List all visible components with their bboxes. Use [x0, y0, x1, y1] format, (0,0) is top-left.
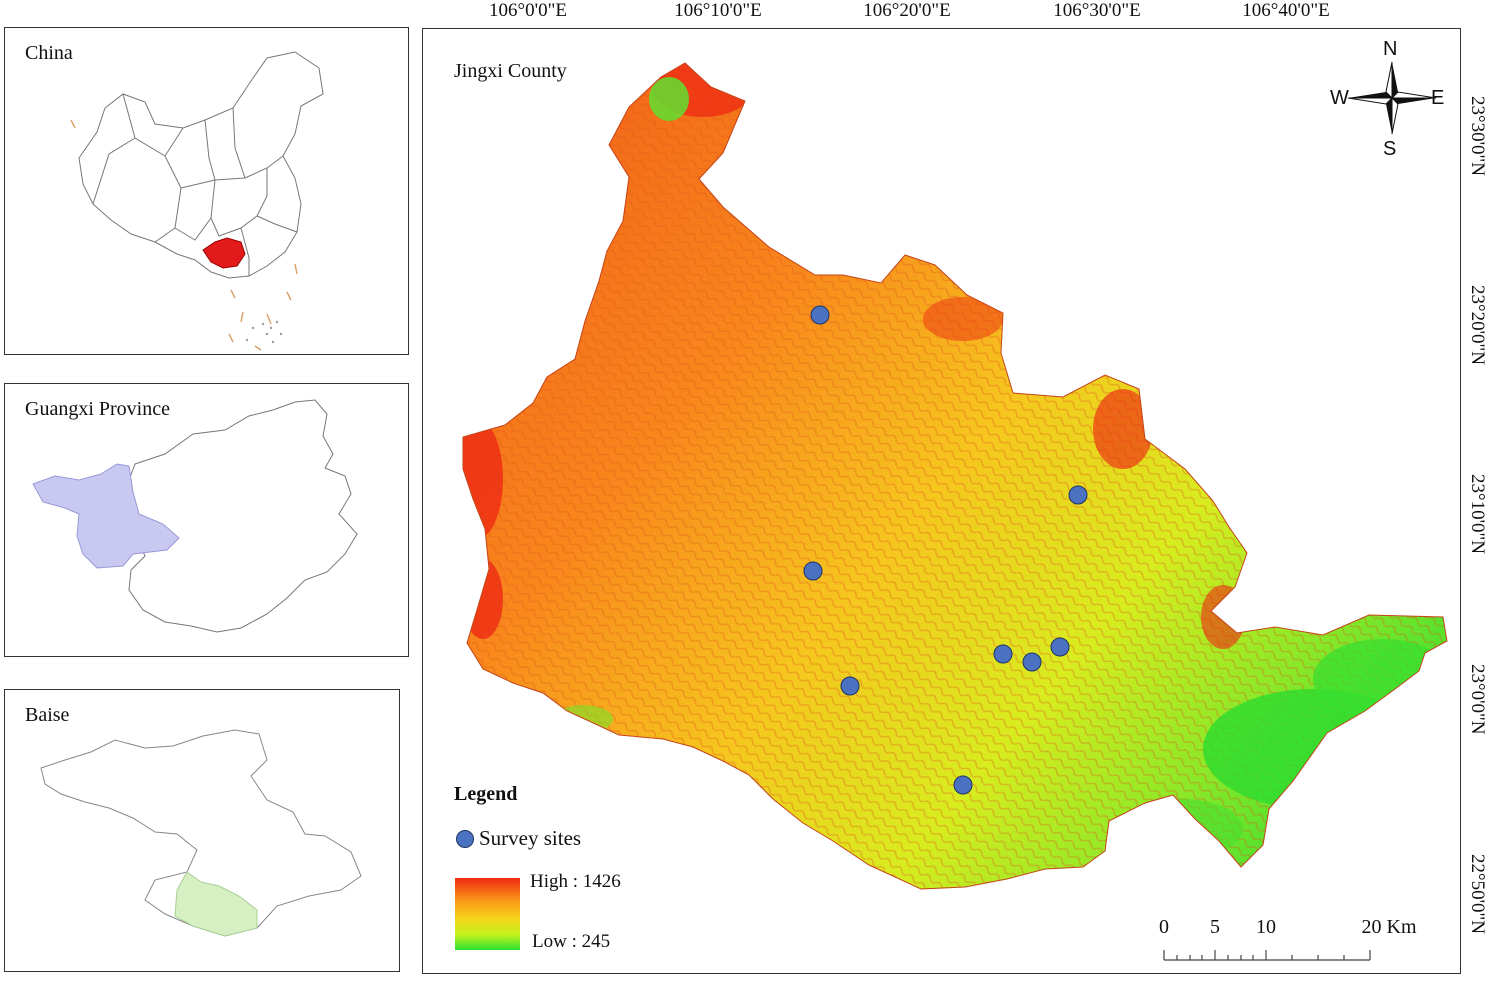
legend-survey-sites: Survey sites — [456, 826, 581, 851]
guangxi-outline-map — [32, 399, 358, 633]
elevation-map — [462, 62, 1448, 890]
compass-s-label: S — [1383, 138, 1397, 160]
survey-site-marker — [1050, 637, 1070, 657]
survey-site-marker — [953, 775, 973, 795]
inset-guangxi-label: Guangxi Province — [25, 398, 170, 420]
inset-baise-label: Baise — [25, 704, 70, 726]
scale-bar — [1163, 950, 1371, 961]
lat-tick-2: 23°20'0"N — [1467, 285, 1488, 365]
survey-site-marker — [803, 561, 823, 581]
lat-tick-3: 23°10'0"N — [1467, 474, 1488, 554]
compass-n-label: N — [1383, 38, 1398, 60]
baise-outline-map — [40, 729, 362, 937]
lat-tick-5: 22°50'0"N — [1467, 854, 1488, 934]
main-map-frame — [422, 28, 1461, 974]
scale-label-10: 10 — [1256, 916, 1276, 938]
legend-high-label: High : 1426 — [530, 871, 621, 892]
survey-site-marker — [1022, 652, 1042, 672]
survey-site-marker — [810, 305, 830, 325]
legend-sites-label: Survey sites — [479, 826, 582, 850]
baise-highlight — [32, 463, 180, 569]
lon-tick-5: 106°40'0"E — [1242, 0, 1330, 21]
scale-label-5: 5 — [1210, 916, 1220, 938]
lon-tick-2: 106°10'0"E — [674, 0, 762, 21]
scale-label-0: 0 — [1159, 916, 1169, 938]
lon-tick-4: 106°30'0"E — [1053, 0, 1141, 21]
scale-label-20: 20 Km — [1361, 916, 1417, 938]
lat-tick-1: 23°30'0"N — [1467, 96, 1488, 176]
compass-e-label: E — [1431, 87, 1445, 109]
jingxi-highlight — [174, 871, 258, 937]
inset-baise: Baise — [4, 689, 400, 972]
lon-tick-1: 106°0'0"E — [489, 0, 567, 21]
legend-low-label: Low : 245 — [532, 931, 611, 952]
map-title: Jingxi County — [454, 60, 567, 82]
lon-tick-3: 106°20'0"E — [863, 0, 951, 21]
survey-site-marker — [1068, 485, 1088, 505]
compass-w-label: W — [1330, 87, 1349, 109]
legend-title: Legend — [454, 783, 518, 805]
survey-site-symbol — [456, 829, 474, 848]
inset-guangxi: Guangxi Province — [4, 383, 409, 657]
elevation-color-ramp — [455, 878, 520, 950]
survey-site-marker — [840, 676, 860, 696]
inset-china-label: China — [25, 42, 73, 64]
china-outline-map — [70, 51, 324, 351]
north-arrow-compass: N S W E — [1330, 36, 1450, 160]
lat-tick-4: 23°0'0"N — [1467, 664, 1488, 735]
inset-china: China — [4, 27, 409, 355]
guangxi-highlight — [202, 237, 246, 269]
survey-site-marker — [993, 644, 1013, 664]
compass-rose-icon — [1347, 61, 1437, 135]
